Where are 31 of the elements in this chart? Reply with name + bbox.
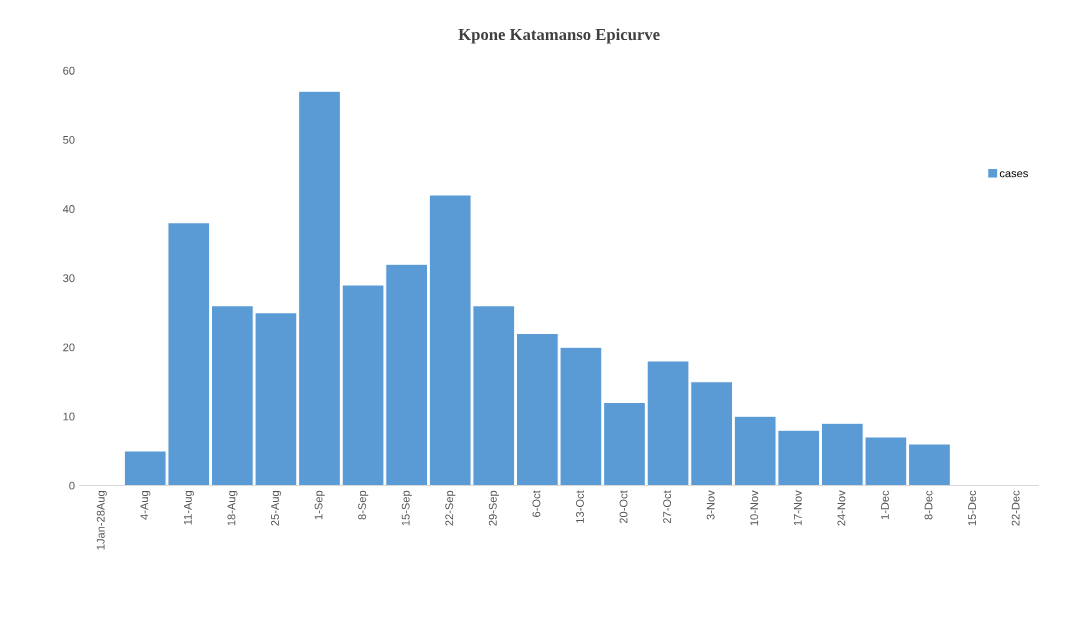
x-tick-label: 10-Nov: [750, 490, 759, 526]
x-tick-label: 8-Dec: [924, 490, 933, 520]
y-tick-label: 10: [63, 412, 75, 421]
x-tick-label: 20-Oct: [619, 490, 628, 524]
chart-title: Kpone Katamanso Epicurve: [458, 28, 660, 44]
x-tick-label: 1-Sep: [314, 490, 325, 520]
x-tick-label: 1-Dec: [881, 490, 889, 520]
x-tick-label: 24-Nov: [837, 490, 846, 526]
x-tick-label: 1Jan-28Aug: [96, 491, 107, 550]
y-tick-label: 40: [62, 205, 75, 213]
y-tick-label: 50: [63, 135, 75, 144]
x-tick-label: 22-Sep: [445, 490, 456, 526]
x-tick-label: 29-Sep: [488, 490, 499, 526]
x-tick-label: 22-Dec: [1011, 490, 1020, 526]
x-tick-label: 3-Nov: [706, 490, 715, 520]
x-tick-label: 6-Oct: [532, 490, 541, 517]
y-tick-label: 0: [69, 481, 75, 490]
y-tick-label: 20: [63, 343, 75, 352]
x-tick-label: 4-Aug: [140, 491, 151, 520]
legend-label: cases: [999, 171, 1028, 178]
x-tick-label: 27-Oct: [663, 490, 672, 524]
y-tick-label: 30: [63, 274, 75, 283]
x-tick-label: 8-Sep: [358, 490, 369, 520]
y-tick-label: 60: [63, 66, 75, 75]
x-tick-label: 15-Dec: [968, 490, 977, 526]
x-tick-label: 18-Aug: [227, 491, 238, 526]
x-tick-label: 13-Oct: [576, 490, 584, 523]
x-tick-label: 15-Sep: [401, 490, 412, 526]
x-tick-label: 11-Aug: [184, 491, 194, 525]
x-tick-label: 17-Nov: [793, 490, 802, 526]
x-tick-label: 25-Aug: [271, 491, 282, 526]
